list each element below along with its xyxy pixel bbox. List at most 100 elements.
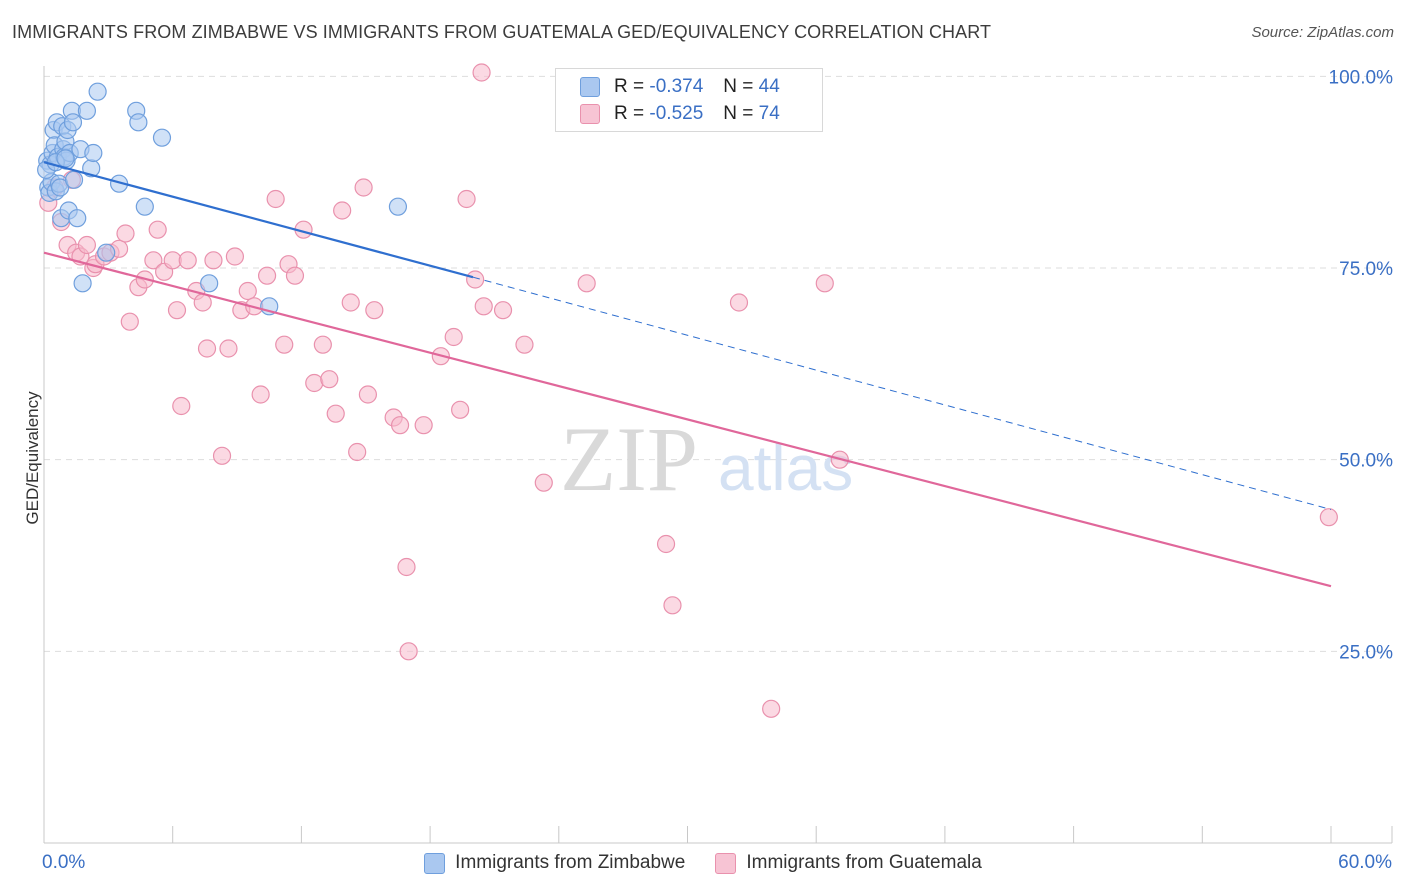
guatemala-point	[333, 201, 352, 220]
zimbabwe-point	[88, 82, 107, 101]
guatemala-point	[390, 416, 410, 435]
guatemala-point	[219, 339, 238, 358]
zimbabwe-point	[50, 178, 70, 197]
guatemala-point	[225, 247, 245, 266]
guatemala-point	[444, 327, 463, 347]
zimbabwe-legend-swatch	[424, 852, 446, 874]
r-value-guatemala: -0.525	[649, 103, 704, 124]
chart-title: IMMIGRANTS FROM ZIMBABWE VS IMMIGRANTS F…	[12, 22, 992, 42]
series-legend: Immigrants from Zimbabwe Immigrants from…	[0, 852, 1406, 874]
zimbabwe-point	[68, 209, 87, 228]
r-label: R =	[614, 76, 645, 97]
guatemala-point	[326, 404, 345, 423]
guatemala-point	[238, 281, 257, 301]
guatemala-point	[534, 473, 553, 492]
guatemala-point	[466, 270, 485, 289]
guatemala-point	[77, 235, 97, 255]
legend-row-guatemala: R = -0.525 N = 74	[580, 102, 780, 126]
x-tick-label-min: 0.0%	[42, 852, 86, 873]
n-label: N =	[723, 76, 754, 97]
legend-item-guatemala[interactable]: Immigrants from Guatemala	[715, 852, 982, 874]
guatemala-point	[167, 301, 187, 320]
guatemala-point	[354, 178, 373, 197]
zimbabwe-trend-extension	[472, 276, 1332, 510]
guatemala-point	[178, 251, 197, 270]
gridlines	[44, 75, 1392, 652]
guatemala-point	[204, 251, 223, 270]
guatemala-point	[305, 373, 324, 393]
zimbabwe-point	[56, 149, 75, 168]
legend-row-zimbabwe: R = -0.374 N = 44	[580, 75, 780, 99]
guatemala-point	[172, 396, 191, 416]
guatemala-point	[815, 274, 834, 293]
guatemala-point	[474, 297, 493, 316]
trend-lines	[43, 161, 1332, 588]
guatemala-point	[320, 370, 339, 389]
zimbabwe-point	[64, 170, 84, 189]
zimbabwe-swatch	[580, 77, 600, 97]
guatemala-point	[663, 596, 682, 615]
x-tick-label-max: 60.0%	[1338, 852, 1392, 873]
guatemala-point	[358, 385, 377, 404]
guatemala-point	[472, 63, 491, 82]
zimbabwe-point	[200, 274, 219, 293]
legend-label-guatemala: Immigrants from Guatemala	[746, 852, 982, 873]
guatemala-point	[144, 251, 163, 270]
guatemala-point	[197, 339, 217, 358]
n-value-guatemala: 74	[758, 103, 780, 124]
watermark-atlas: atlas	[718, 432, 853, 504]
guatemala-point	[493, 301, 513, 320]
guatemala-point	[729, 293, 749, 312]
guatemala-swatch	[580, 104, 600, 124]
series-guatemala	[39, 63, 1338, 718]
guatemala-legend-swatch	[715, 852, 737, 874]
guatemala-point	[285, 266, 305, 285]
guatemala-point	[212, 446, 232, 465]
correlation-legend: R = -0.374 N = 44 R = -0.525 N = 74	[555, 68, 823, 132]
guatemala-point	[266, 189, 285, 209]
guatemala-point	[365, 301, 384, 320]
chart-source: Source: ZipAtlas.com	[1251, 24, 1394, 41]
zimbabwe-point	[135, 197, 154, 216]
guatemala-point	[515, 335, 534, 354]
zimbabwe-point	[129, 113, 148, 132]
guatemala-point	[1319, 508, 1338, 527]
guatemala-point	[275, 335, 294, 354]
zimbabwe-point	[388, 197, 408, 216]
guatemala-point	[341, 293, 360, 312]
y-tick-labels: 25.0% 50.0% 75.0% 100.0%	[1329, 67, 1394, 663]
zimbabwe-trend-line	[43, 161, 474, 279]
r-value-zimbabwe: -0.374	[649, 76, 704, 97]
axes	[43, 66, 1393, 844]
guatemala-point	[348, 442, 367, 462]
guatemala-point	[120, 312, 139, 331]
guatemala-point	[251, 385, 270, 404]
guatemala-point	[451, 400, 470, 419]
watermark: ZIP atlas	[560, 408, 853, 510]
y-tick-label: 75.0%	[1339, 259, 1393, 280]
watermark-zip: ZIP	[560, 408, 698, 510]
zimbabwe-point	[77, 101, 97, 120]
zimbabwe-point	[63, 113, 83, 132]
guatemala-point	[313, 335, 332, 354]
guatemala-point	[762, 699, 781, 718]
zimbabwe-point	[84, 143, 103, 163]
zimbabwe-point	[97, 243, 116, 262]
zimbabwe-point	[73, 274, 92, 293]
guatemala-point	[116, 224, 135, 243]
zimbabwe-point	[152, 128, 172, 147]
y-tick-label: 25.0%	[1339, 642, 1393, 663]
y-axis-label: GED/Equivalency	[23, 391, 42, 525]
series-zimbabwe	[37, 82, 408, 316]
legend-item-zimbabwe[interactable]: Immigrants from Zimbabwe	[424, 852, 685, 874]
n-label: N =	[723, 103, 754, 124]
guatemala-point	[577, 274, 596, 293]
n-value-zimbabwe: 44	[758, 76, 780, 97]
guatemala-trend-line	[43, 251, 1332, 588]
guatemala-point	[399, 642, 418, 661]
y-tick-label: 50.0%	[1339, 451, 1393, 472]
guatemala-point	[457, 189, 476, 209]
r-label: R =	[614, 103, 645, 124]
legend-label-zimbabwe: Immigrants from Zimbabwe	[455, 852, 686, 873]
